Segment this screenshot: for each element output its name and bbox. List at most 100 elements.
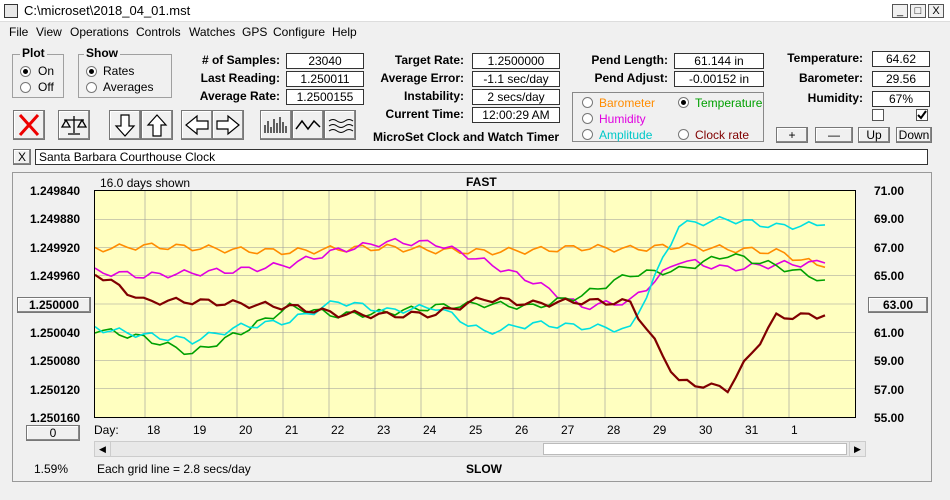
pend-length-value: 61.144 in xyxy=(674,53,764,69)
title-bar: C:\microset\2018_04_01.mst _ □ X xyxy=(0,0,950,22)
left-tick-2: 1.249920 xyxy=(30,241,81,255)
fast-label: FAST xyxy=(466,175,497,189)
right-checkbox[interactable] xyxy=(916,109,928,121)
series-line-humidity xyxy=(95,237,826,311)
left-tick-1: 1.249880 xyxy=(30,212,81,226)
clock-rate-option-label: Clock rate xyxy=(695,128,750,142)
right-tick-5: 61.00 xyxy=(874,326,905,340)
amplitude-radio[interactable] xyxy=(582,129,593,140)
show-averages-radio[interactable] xyxy=(86,82,97,93)
timeline-scrollbar[interactable]: ◀ ▶ xyxy=(94,441,866,457)
x-tick-label: 22 xyxy=(331,423,345,437)
x-tick-label: 26 xyxy=(515,423,529,437)
show-rates-label: Rates xyxy=(103,64,135,78)
samples-value: 23040 xyxy=(286,53,364,69)
samples-label: # of Samples: xyxy=(201,53,280,67)
x-tick-label: 28 xyxy=(607,423,621,437)
menu-controls[interactable]: Controls xyxy=(136,25,181,39)
x-tick-label: 31 xyxy=(745,423,759,437)
clock-rate-radio[interactable] xyxy=(678,129,689,140)
right-tick-6: 59.00 xyxy=(874,354,905,368)
close-button[interactable]: X xyxy=(928,4,944,18)
grid-note-label: Each grid line = 2.8 secs/day xyxy=(97,462,251,476)
show-group xyxy=(78,54,172,98)
line-graph-button[interactable] xyxy=(292,110,324,140)
current-time-label: Current Time: xyxy=(385,107,464,121)
target-rate-value: 1.2500000 xyxy=(472,53,560,69)
current-time-value: 12:00:29 AM xyxy=(472,107,560,123)
plot-svg xyxy=(95,191,855,417)
plot-area xyxy=(94,190,856,418)
down-button[interactable]: Down xyxy=(896,127,932,143)
checkmark-icon xyxy=(917,110,927,120)
clock-name-field[interactable]: Santa Barbara Courthouse Clock xyxy=(35,149,928,165)
average-error-value: -1.1 sec/day xyxy=(472,71,560,87)
right-tick-2: 67.00 xyxy=(874,241,905,255)
series-line-amplitude xyxy=(95,215,826,345)
slow-label: SLOW xyxy=(466,462,502,476)
menu-operations[interactable]: Operations xyxy=(70,25,129,39)
left-center-button[interactable]: 1.250000 xyxy=(17,297,91,313)
maximize-button[interactable]: □ xyxy=(910,4,926,18)
average-error-label: Average Error: xyxy=(380,71,464,85)
ripple-icon xyxy=(328,119,354,133)
left-checkbox[interactable] xyxy=(872,109,884,121)
x-tick-label: 23 xyxy=(377,423,391,437)
balance-button[interactable] xyxy=(58,110,90,140)
barometer-value: 29.56 xyxy=(872,71,930,87)
scroll-right-icon[interactable]: ▶ xyxy=(849,442,865,456)
menu-view[interactable]: View xyxy=(36,25,62,39)
barometer-radio[interactable] xyxy=(582,97,593,108)
left-tick-3: 1.249960 xyxy=(30,269,81,283)
plot-on-radio[interactable] xyxy=(20,66,31,77)
plot-off-radio[interactable] xyxy=(20,82,31,93)
wave-icon xyxy=(295,119,321,131)
menu-configure[interactable]: Configure xyxy=(273,25,326,39)
up-button[interactable]: Up xyxy=(858,127,890,143)
minus-button[interactable]: — xyxy=(815,127,853,143)
right-tick-8: 55.00 xyxy=(874,411,905,425)
smooth-button[interactable] xyxy=(324,110,356,140)
x-tick-label: 30 xyxy=(699,423,713,437)
temperature-option-label: Temperature xyxy=(695,96,763,110)
right-arrow-button[interactable] xyxy=(212,110,244,140)
plus-button[interactable]: + xyxy=(776,127,808,143)
temperature-radio[interactable] xyxy=(678,97,689,108)
up-arrow-icon xyxy=(146,114,168,137)
left-arrow-button[interactable] xyxy=(181,110,213,140)
stop-button[interactable] xyxy=(13,110,45,140)
humidity-option-label: Humidity xyxy=(599,112,646,126)
scale-icon xyxy=(60,116,88,135)
instability-label: Instability: xyxy=(403,89,464,103)
x-tick-label: 20 xyxy=(239,423,253,437)
histogram-button[interactable] xyxy=(260,110,292,140)
bar-graph-icon xyxy=(264,117,287,133)
target-rate-label: Target Rate: xyxy=(394,53,464,67)
last-reading-value: 1.250011 xyxy=(286,71,364,87)
left-tick-7: 1.250120 xyxy=(30,383,81,397)
show-averages-label: Averages xyxy=(103,80,154,94)
menu-help[interactable]: Help xyxy=(332,25,357,39)
menu-watches[interactable]: Watches xyxy=(189,25,236,39)
left-tick-8: 1.250160 xyxy=(30,411,81,425)
show-rates-radio[interactable] xyxy=(86,66,97,77)
right-center-button[interactable]: 63.00 xyxy=(868,297,928,313)
barometer-label: Barometer: xyxy=(798,71,863,85)
window-title: C:\microset\2018_04_01.mst xyxy=(24,3,191,18)
menu-file[interactable]: File xyxy=(9,25,29,39)
average-rate-label: Average Rate: xyxy=(199,89,280,103)
x-tick-label: 1 xyxy=(791,423,798,437)
right-tick-7: 57.00 xyxy=(874,383,905,397)
menu-gps[interactable]: GPS xyxy=(242,25,268,39)
x-tick-label: 25 xyxy=(469,423,483,437)
up-arrow-button[interactable] xyxy=(141,110,173,140)
minimize-button[interactable]: _ xyxy=(892,4,908,18)
humidity-radio[interactable] xyxy=(582,113,593,124)
scroll-thumb[interactable] xyxy=(543,443,847,455)
close-clock-button[interactable]: X xyxy=(13,149,31,165)
zero-button[interactable]: 0 xyxy=(26,425,80,441)
scroll-left-icon[interactable]: ◀ xyxy=(95,442,111,456)
down-arrow-button[interactable] xyxy=(109,110,141,140)
percent-label: 1.59% xyxy=(34,462,69,476)
pend-adjust-label: Pend Adjust: xyxy=(594,71,668,85)
